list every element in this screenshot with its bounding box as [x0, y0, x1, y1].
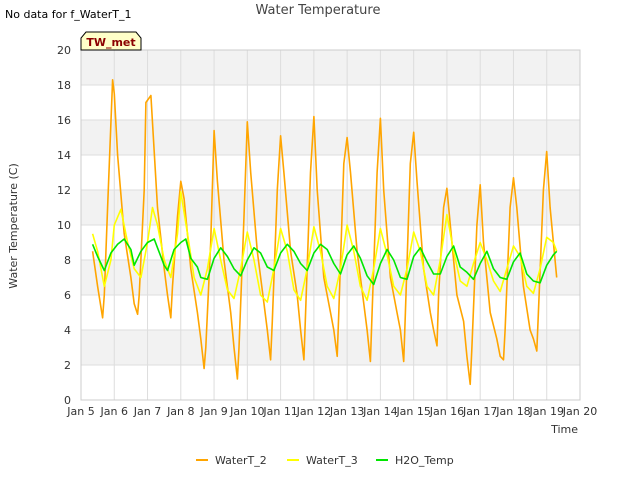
y-tick-label: 6	[64, 289, 71, 302]
x-tick-label: Jan 12	[296, 405, 331, 418]
site-badge: TW_met	[80, 31, 142, 51]
x-tick-label: Jan 20	[562, 405, 597, 418]
x-tick-label: Jan 15	[395, 405, 430, 418]
no-data-note: No data for f_WaterT_1	[5, 8, 131, 21]
legend: WaterT_2 WaterT_3 H2O_Temp	[196, 454, 454, 467]
series-lines	[91, 79, 558, 386]
y-tick-label: 16	[57, 114, 71, 127]
badge-box	[80, 31, 142, 51]
legend-label: H2O_Temp	[395, 454, 454, 467]
legend-item: WaterT_2	[196, 454, 267, 467]
legend-item: WaterT_3	[287, 454, 358, 467]
legend-label: WaterT_2	[215, 454, 267, 467]
plot-frame	[80, 49, 581, 401]
y-tick-label: 12	[57, 184, 71, 197]
chart-title: Water Temperature	[256, 3, 381, 18]
x-tick-label: Jan 14	[362, 405, 397, 418]
badge-label: TW_met	[86, 36, 135, 49]
x-tick-label: Jan 8	[166, 405, 194, 418]
series-line-watert-2	[91, 79, 558, 386]
x-tick-label: Jan 19	[529, 405, 564, 418]
x-tick-label: Jan 7	[133, 405, 161, 418]
series-line-watert-3	[91, 191, 558, 303]
x-tick-label: Jan 18	[495, 405, 530, 418]
axes	[80, 49, 581, 401]
y-tick-labels: 0 2 4 6 8 10 12 14 16 18 20	[57, 44, 71, 407]
series-line-h2o-temp	[91, 238, 558, 286]
x-tick-label: Jan 16	[429, 405, 464, 418]
y-axis-label: Water Temperature (C)	[7, 163, 20, 288]
y-tick-label: 18	[57, 79, 71, 92]
y-tick-label: 0	[64, 394, 71, 407]
y-tick-label: 14	[57, 149, 71, 162]
x-axis-label: Time	[550, 423, 578, 436]
y-tick-label: 20	[57, 44, 71, 57]
x-tick-label: Jan 10	[229, 405, 264, 418]
x-tick-label: Jan 6	[100, 405, 128, 418]
x-tick-label: Jan 17	[462, 405, 497, 418]
x-tick-label: Jan 9	[199, 405, 227, 418]
legend-label: WaterT_3	[306, 454, 358, 467]
y-tick-label: 10	[57, 219, 71, 232]
y-tick-label: 4	[64, 324, 71, 337]
y-tick-label: 2	[64, 359, 71, 372]
x-tick-label: Jan 5	[66, 405, 94, 418]
x-tick-label: Jan 11	[262, 405, 297, 418]
legend-item: H2O_Temp	[376, 454, 454, 467]
x-tick-label: Jan 13	[329, 405, 364, 418]
background-band	[81, 190, 580, 225]
background-band	[81, 260, 580, 295]
y-tick-label: 8	[64, 254, 71, 267]
background-band	[81, 50, 580, 85]
background-band	[81, 120, 580, 155]
